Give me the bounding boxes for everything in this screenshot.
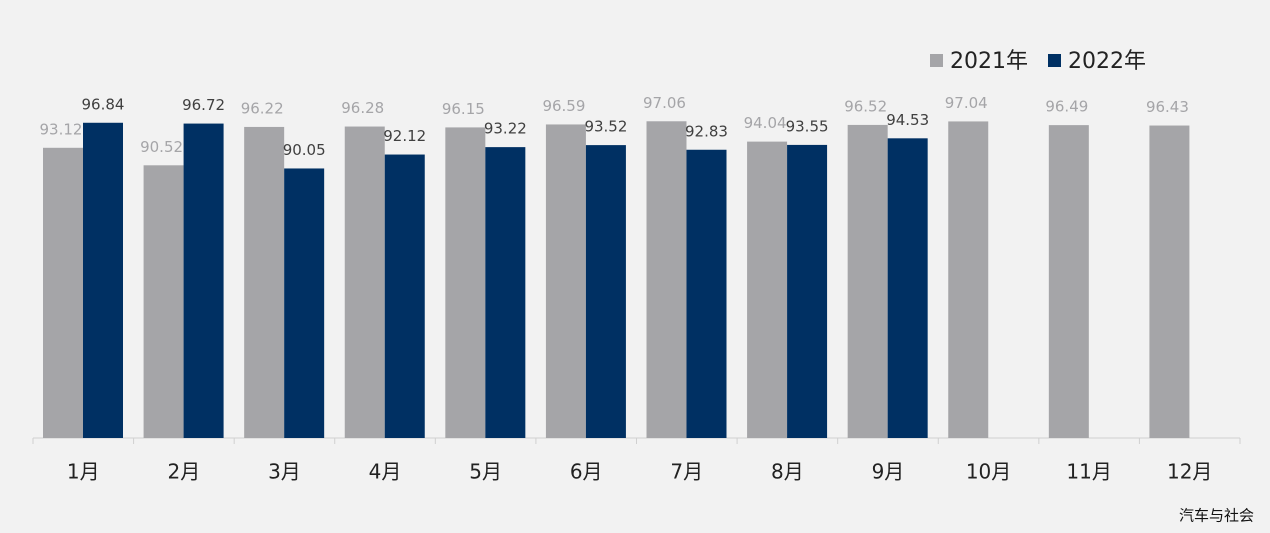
x-tick-label: 10月 (966, 460, 1011, 484)
x-tick-label: 2月 (168, 460, 201, 484)
bar (747, 141, 788, 439)
bar (143, 165, 184, 438)
value-label: 96.59 (542, 97, 585, 115)
bar (1048, 125, 1089, 438)
value-label: 94.53 (886, 111, 929, 129)
value-label: 94.04 (744, 114, 787, 132)
value-label: 96.49 (1045, 98, 1088, 116)
value-label: 96.22 (241, 99, 284, 117)
value-label: 96.72 (182, 96, 225, 114)
value-label: 96.28 (341, 99, 384, 117)
value-label: 96.84 (82, 95, 125, 113)
x-tick-label: 4月 (369, 460, 402, 484)
value-label: 93.55 (786, 117, 829, 135)
bar (1149, 125, 1190, 439)
value-label: 90.52 (140, 138, 183, 156)
bar (384, 154, 425, 438)
bar (43, 147, 83, 438)
value-label: 90.05 (283, 141, 326, 159)
bar (787, 144, 828, 438)
bar (445, 127, 486, 439)
value-label: 93.52 (584, 118, 627, 136)
x-tick-label: 11月 (1066, 460, 1111, 484)
value-label: 96.15 (442, 100, 485, 118)
bar (847, 124, 888, 438)
x-tick-label: 6月 (570, 460, 603, 484)
value-label: 96.52 (844, 97, 887, 115)
legend-swatch (1048, 54, 1061, 67)
bar (244, 126, 285, 439)
bar (83, 122, 123, 439)
bar (646, 121, 687, 439)
legend-label: 2021年 (950, 49, 1028, 74)
bar (887, 138, 928, 438)
x-tick-label: 7月 (670, 460, 703, 484)
legend-label: 2022年 (1068, 49, 1146, 74)
value-label: 97.04 (945, 94, 988, 112)
bar (284, 168, 325, 438)
value-label: 92.12 (383, 127, 426, 145)
legend-swatch (930, 54, 943, 67)
bar (485, 147, 526, 438)
bar (948, 121, 989, 438)
bar (585, 145, 626, 438)
x-tick-label: 3月 (268, 460, 301, 484)
bar (545, 124, 586, 438)
value-label: 93.12 (40, 120, 83, 138)
bar (183, 123, 224, 438)
bar (686, 149, 727, 439)
x-tick-label: 1月 (67, 460, 100, 484)
x-tick-label: 8月 (771, 460, 804, 484)
value-label: 93.22 (484, 120, 527, 138)
value-label: 96.43 (1146, 98, 1189, 116)
x-tick-label: 9月 (872, 460, 905, 484)
bar (344, 126, 385, 439)
x-tick-label: 12月 (1167, 460, 1212, 484)
value-label: 97.06 (643, 94, 686, 112)
x-tick-label: 5月 (469, 460, 502, 484)
value-label: 92.83 (685, 122, 728, 140)
source: 汽车与社会 (1179, 507, 1254, 525)
